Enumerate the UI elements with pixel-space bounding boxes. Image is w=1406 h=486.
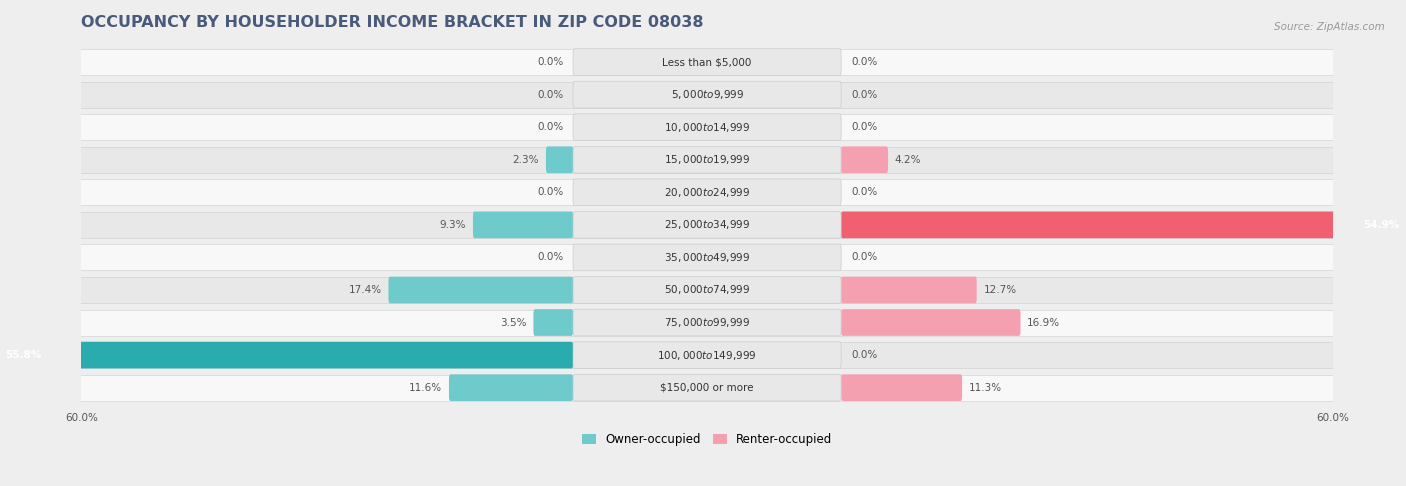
FancyBboxPatch shape bbox=[388, 277, 574, 303]
FancyBboxPatch shape bbox=[841, 277, 977, 303]
Text: 0.0%: 0.0% bbox=[851, 187, 877, 197]
Text: 0.0%: 0.0% bbox=[851, 89, 877, 100]
Bar bbox=[70, 277, 1343, 303]
Text: $50,000 to $74,999: $50,000 to $74,999 bbox=[664, 283, 751, 296]
Text: 3.5%: 3.5% bbox=[501, 317, 527, 328]
Bar bbox=[70, 147, 1343, 173]
Text: 55.8%: 55.8% bbox=[6, 350, 41, 360]
FancyBboxPatch shape bbox=[574, 309, 841, 336]
FancyBboxPatch shape bbox=[574, 81, 841, 108]
FancyBboxPatch shape bbox=[574, 244, 841, 271]
FancyBboxPatch shape bbox=[574, 114, 841, 140]
Bar bbox=[70, 244, 1343, 270]
Text: 0.0%: 0.0% bbox=[537, 252, 564, 262]
Bar bbox=[70, 310, 1343, 335]
FancyBboxPatch shape bbox=[841, 374, 962, 401]
Text: 9.3%: 9.3% bbox=[440, 220, 467, 230]
FancyBboxPatch shape bbox=[841, 211, 1406, 238]
Text: $20,000 to $24,999: $20,000 to $24,999 bbox=[664, 186, 751, 199]
Text: 54.9%: 54.9% bbox=[1364, 220, 1399, 230]
Text: 11.6%: 11.6% bbox=[409, 382, 441, 393]
Text: $25,000 to $34,999: $25,000 to $34,999 bbox=[664, 218, 751, 231]
Text: Source: ZipAtlas.com: Source: ZipAtlas.com bbox=[1274, 22, 1385, 32]
FancyBboxPatch shape bbox=[0, 342, 574, 368]
Text: $35,000 to $49,999: $35,000 to $49,999 bbox=[664, 251, 751, 264]
Text: $100,000 to $149,999: $100,000 to $149,999 bbox=[658, 348, 756, 362]
Bar bbox=[70, 179, 1343, 205]
Text: 0.0%: 0.0% bbox=[537, 57, 564, 67]
FancyBboxPatch shape bbox=[841, 309, 1021, 336]
Legend: Owner-occupied, Renter-occupied: Owner-occupied, Renter-occupied bbox=[576, 428, 837, 451]
Text: 11.3%: 11.3% bbox=[969, 382, 1002, 393]
Text: $150,000 or more: $150,000 or more bbox=[661, 382, 754, 393]
FancyBboxPatch shape bbox=[841, 146, 889, 173]
Text: 0.0%: 0.0% bbox=[537, 89, 564, 100]
Text: 0.0%: 0.0% bbox=[851, 252, 877, 262]
Bar bbox=[70, 49, 1343, 75]
Bar bbox=[70, 114, 1343, 140]
Text: $5,000 to $9,999: $5,000 to $9,999 bbox=[671, 88, 744, 101]
FancyBboxPatch shape bbox=[449, 374, 574, 401]
Text: $10,000 to $14,999: $10,000 to $14,999 bbox=[664, 121, 751, 134]
FancyBboxPatch shape bbox=[574, 146, 841, 173]
Text: 17.4%: 17.4% bbox=[349, 285, 381, 295]
Text: 0.0%: 0.0% bbox=[537, 122, 564, 132]
Text: 0.0%: 0.0% bbox=[851, 57, 877, 67]
Text: 16.9%: 16.9% bbox=[1028, 317, 1060, 328]
Text: 0.0%: 0.0% bbox=[851, 350, 877, 360]
FancyBboxPatch shape bbox=[574, 49, 841, 75]
Bar bbox=[70, 375, 1343, 400]
Bar bbox=[70, 82, 1343, 107]
FancyBboxPatch shape bbox=[546, 146, 574, 173]
FancyBboxPatch shape bbox=[533, 309, 574, 336]
FancyBboxPatch shape bbox=[472, 211, 574, 238]
Text: OCCUPANCY BY HOUSEHOLDER INCOME BRACKET IN ZIP CODE 08038: OCCUPANCY BY HOUSEHOLDER INCOME BRACKET … bbox=[82, 15, 704, 30]
Text: 12.7%: 12.7% bbox=[983, 285, 1017, 295]
FancyBboxPatch shape bbox=[574, 374, 841, 401]
FancyBboxPatch shape bbox=[574, 211, 841, 238]
Text: Less than $5,000: Less than $5,000 bbox=[662, 57, 752, 67]
Text: $75,000 to $99,999: $75,000 to $99,999 bbox=[664, 316, 751, 329]
FancyBboxPatch shape bbox=[574, 342, 841, 368]
Text: 0.0%: 0.0% bbox=[851, 122, 877, 132]
Text: 0.0%: 0.0% bbox=[537, 187, 564, 197]
Text: $15,000 to $19,999: $15,000 to $19,999 bbox=[664, 153, 751, 166]
Text: 2.3%: 2.3% bbox=[513, 155, 538, 165]
FancyBboxPatch shape bbox=[574, 179, 841, 206]
Bar bbox=[70, 342, 1343, 368]
Text: 4.2%: 4.2% bbox=[894, 155, 921, 165]
Bar bbox=[70, 212, 1343, 238]
FancyBboxPatch shape bbox=[574, 277, 841, 303]
